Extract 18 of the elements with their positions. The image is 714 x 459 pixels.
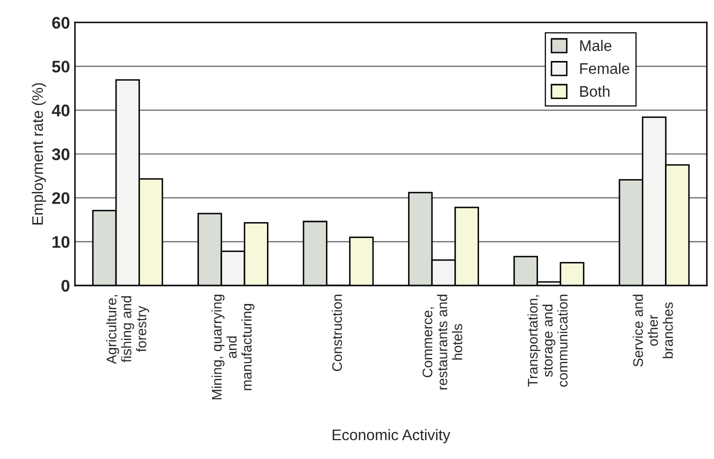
- x-tick-label: Commerce, restaurants and hotels: [422, 294, 462, 390]
- x-tick-label: Construction: [332, 294, 342, 372]
- legend-label: Both: [580, 86, 610, 97]
- y-tick-label: 10: [52, 236, 70, 248]
- x-tick-label: Mining, quarrying and manufacturing: [212, 294, 254, 400]
- x-tick-label: Service and other branches: [632, 294, 673, 367]
- y-tick-label: 50: [52, 60, 70, 73]
- x-axis-title: Economic Activity: [332, 429, 450, 444]
- y-tick-label: 30: [52, 148, 70, 160]
- legend-label: Male: [580, 40, 612, 52]
- y-tick-label: 20: [52, 192, 70, 204]
- legend-label: Female: [580, 62, 630, 74]
- y-tick-label: 40: [52, 104, 70, 116]
- x-tick-label: Transportation, storage and communication: [527, 294, 568, 387]
- y-tick-label: 0: [62, 280, 70, 292]
- y-axis-title: Employment rate (%): [32, 83, 46, 224]
- x-tick-label: Agriculture, fishing and forestry: [106, 295, 150, 364]
- y-tick-label: 60: [52, 16, 70, 29]
